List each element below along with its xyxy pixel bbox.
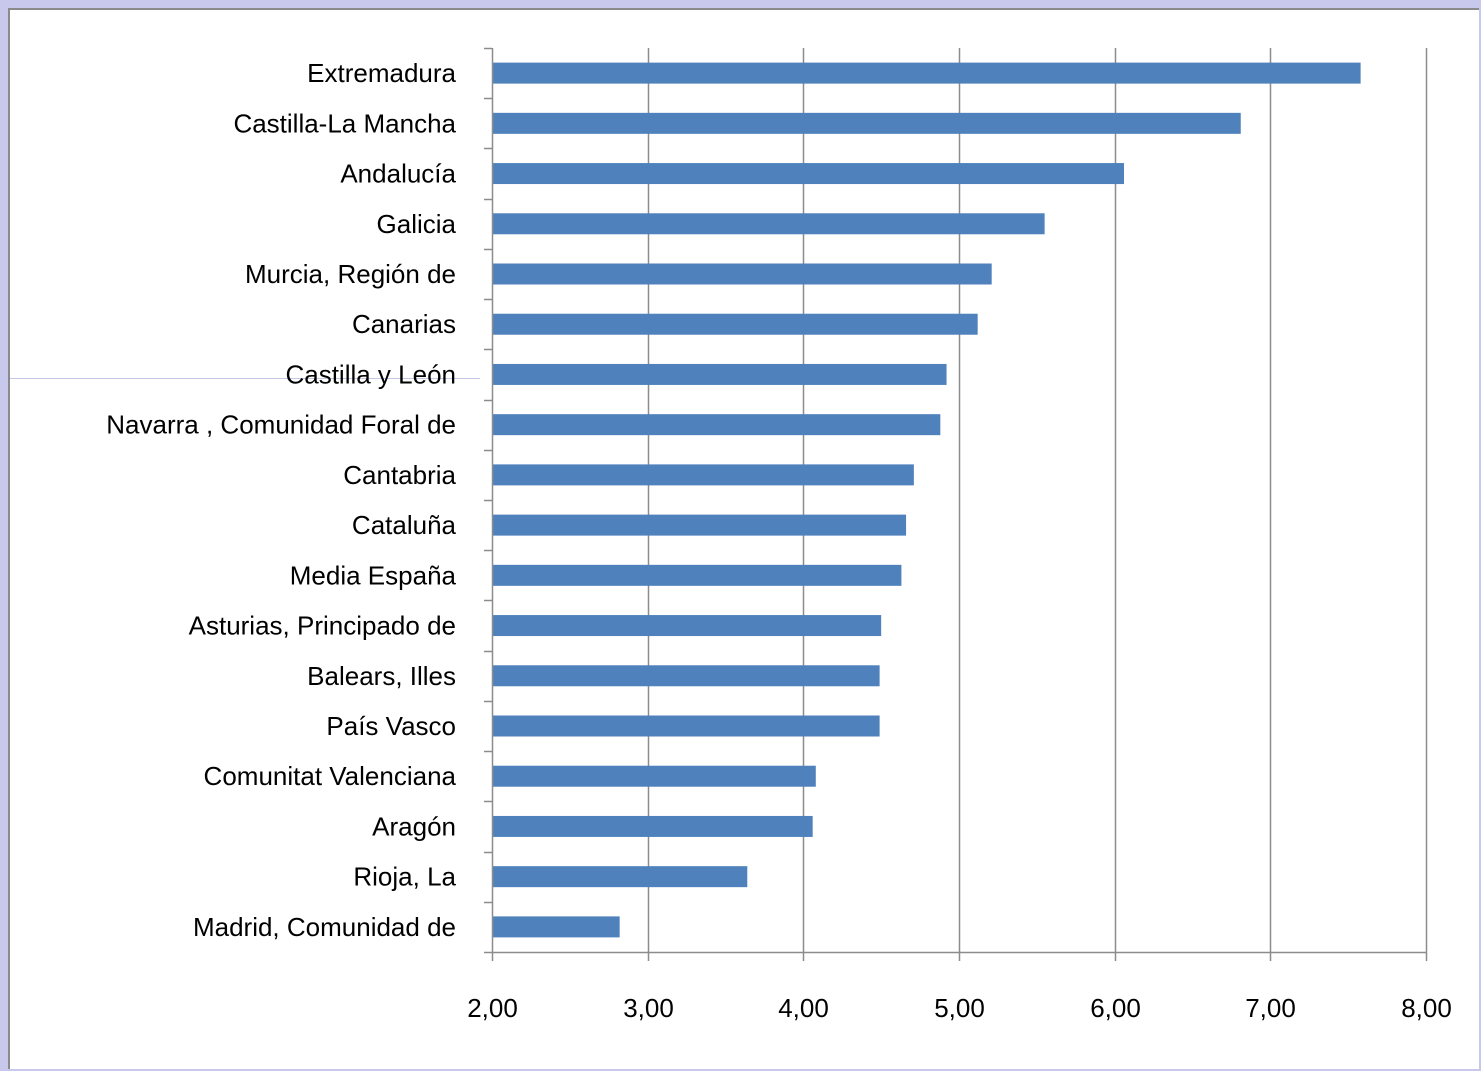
axes (484, 47, 1428, 961)
category-label: Comunitat Valenciana (204, 761, 457, 791)
category-label: Galicia (377, 209, 457, 239)
x-tick-label: 3,00 (623, 993, 674, 1023)
chart-frame (8, 8, 1479, 1069)
bar (493, 313, 978, 335)
bar (493, 464, 914, 486)
bar (493, 514, 907, 536)
x-tick-labels: 2,00 3,00 4,00 5,00 6,00 7,00 8,00 (467, 993, 1452, 1023)
category-label: Media España (290, 560, 457, 590)
bar (493, 765, 816, 787)
category-label: País Vasco (326, 711, 456, 741)
bar (493, 665, 880, 687)
bar (493, 916, 620, 938)
x-tick-label: 4,00 (778, 993, 829, 1023)
divider-line (10, 378, 480, 379)
category-label: Castilla-La Mancha (233, 108, 456, 138)
bar (493, 213, 1045, 235)
category-label: Balears, Illes (307, 661, 456, 691)
bar (493, 62, 1361, 84)
bar (493, 815, 813, 837)
category-label: Murcia, Región de (245, 259, 456, 289)
bars (493, 62, 1361, 938)
x-tick-label: 6,00 (1090, 993, 1141, 1023)
bar (493, 715, 880, 737)
bar (493, 112, 1241, 134)
category-label: Castilla y León (285, 359, 456, 389)
category-label: Cataluña (352, 510, 457, 540)
bar (493, 866, 748, 888)
bar (493, 163, 1125, 185)
x-tick-label: 2,00 (467, 993, 518, 1023)
category-label: Rioja, La (353, 862, 456, 892)
x-tick-label: 5,00 (934, 993, 985, 1023)
category-label: Cantabria (343, 460, 456, 490)
x-tick-label: 8,00 (1401, 993, 1452, 1023)
bar (493, 363, 947, 385)
bar (493, 263, 992, 285)
category-label: Canarias (352, 309, 456, 339)
category-labels: Extremadura Castilla-La Mancha Andalucía Ga… (106, 58, 456, 942)
category-label: Madrid, Comunidad de (193, 912, 456, 942)
bar (493, 564, 902, 586)
category-label: Aragón (372, 811, 456, 841)
category-label: Asturias, Principado de (189, 611, 456, 641)
category-label: Andalucía (340, 159, 456, 189)
gridlines (647, 48, 1428, 952)
category-label: Navarra , Comunidad Foral de (106, 410, 456, 440)
bar (493, 414, 941, 436)
x-tick-label: 7,00 (1245, 993, 1296, 1023)
bar (493, 615, 882, 637)
category-label: Extremadura (307, 58, 456, 88)
